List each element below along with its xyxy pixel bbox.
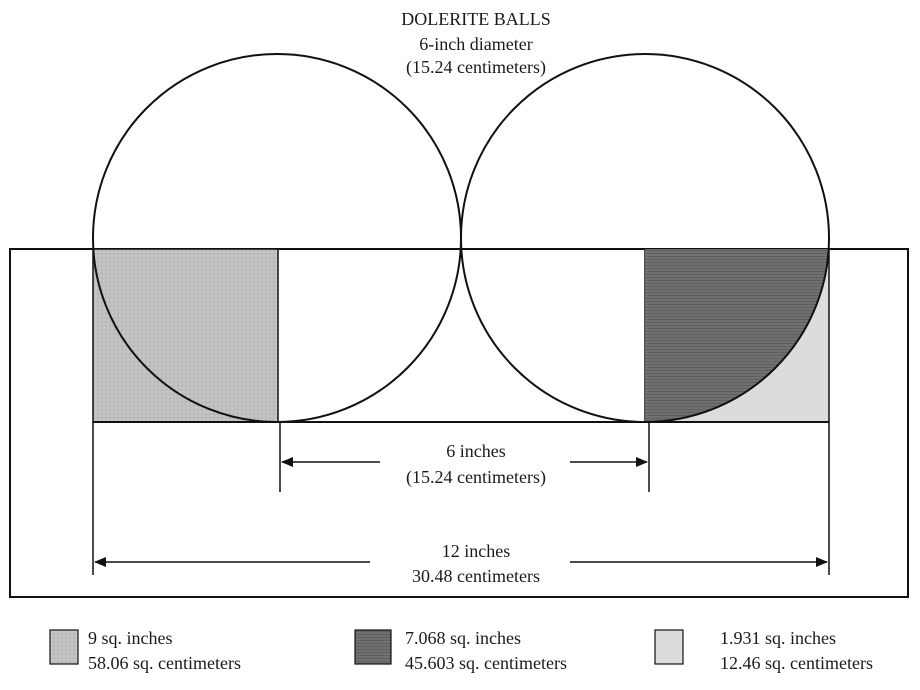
legend-quarter-inches: 7.068 sq. inches [405,628,521,648]
diagram-title: DOLERITE BALLS [401,9,550,29]
dimension-6-inch-label: 6 inches [446,441,505,461]
dimension-6-inch-metric-label: (15.24 centimeters) [406,467,546,488]
legend-item-quarter-circle: 7.068 sq. inches 45.603 sq. centimeters [354,628,567,673]
legend-swatch-light [654,629,684,665]
legend-square-inches: 9 sq. inches [88,628,173,648]
dimension-label-bg-6-inch [380,440,570,490]
legend-quarter-centimeters: 45.603 sq. centimeters [405,653,567,673]
legend-swatch-dark [354,629,392,665]
legend-square-centimeters: 58.06 sq. centimeters [88,653,241,673]
legend-item-square: 9 sq. inches 58.06 sq. centimeters [49,628,241,673]
diameter-metric-label: (15.24 centimeters) [406,57,546,78]
dimension-12-inch-label: 12 inches [442,541,510,561]
dimension-12-inch-metric-label: 30.48 centimeters [412,566,540,586]
legend-swatch-light-hatch [49,629,79,665]
container-outline [9,248,909,598]
left-square-shaded [92,248,279,423]
legend-remainder-centimeters: 12.46 sq. centimeters [720,653,873,673]
legend-remainder-inches: 1.931 sq. inches [720,628,836,648]
legend-item-remainder: 1.931 sq. inches 12.46 sq. centimeters [654,628,873,673]
diameter-label: 6-inch diameter [419,34,532,54]
legend: 9 sq. inches 58.06 sq. centimeters 7.068… [49,628,873,673]
dimension-label-bg-12-inch [370,538,570,590]
right-ball-circle [460,53,830,423]
